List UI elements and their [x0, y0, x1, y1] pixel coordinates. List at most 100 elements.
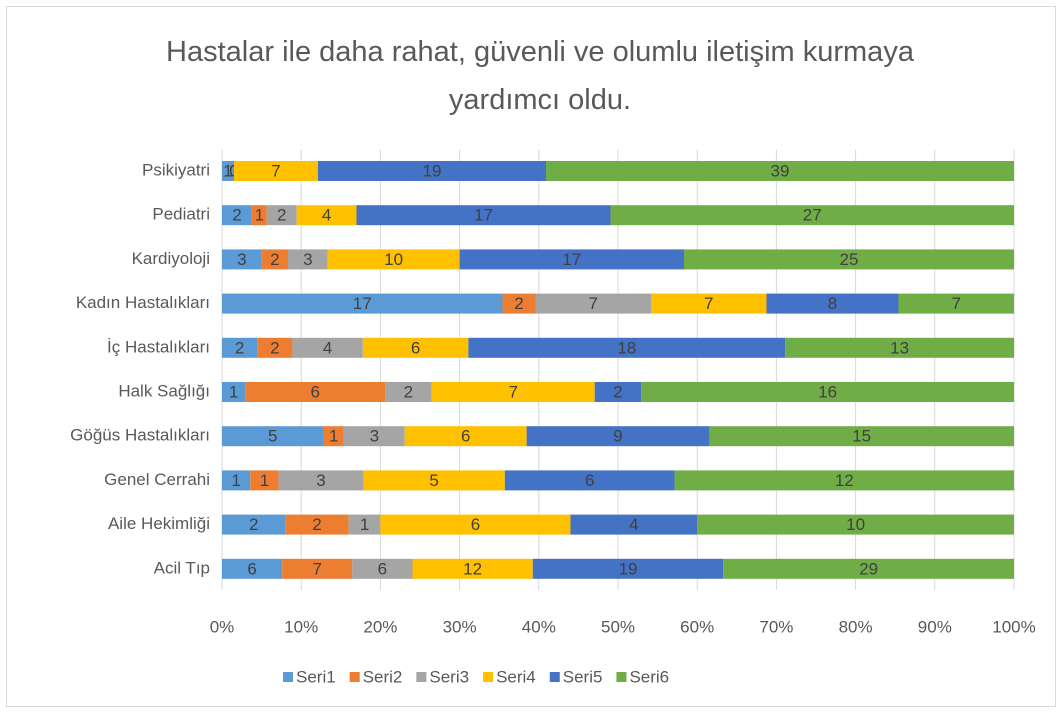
- data-label: 10: [384, 250, 403, 269]
- chart-border: [6, 6, 1056, 707]
- bar-segment: [296, 205, 357, 226]
- bar-segment: [323, 426, 344, 447]
- bar-segment: [570, 514, 698, 535]
- data-label: 2: [613, 382, 622, 401]
- legend-label: Seri1: [296, 667, 336, 686]
- bar-segment: [610, 205, 1014, 226]
- bar-segment: [234, 161, 318, 181]
- bar-segment: [348, 514, 381, 535]
- data-label: 15: [852, 427, 871, 446]
- bar-segment: [380, 514, 571, 535]
- data-label: 2: [312, 515, 321, 534]
- data-label: 29: [859, 559, 878, 578]
- data-label: 2: [249, 515, 258, 534]
- data-label: 6: [247, 559, 256, 578]
- legend-swatch: [483, 672, 494, 682]
- bar-segment: [257, 337, 293, 358]
- legend-swatch: [283, 672, 293, 682]
- data-label: 2: [270, 338, 279, 357]
- x-tick-label: 90%: [918, 617, 952, 636]
- bar-segment: [288, 249, 328, 270]
- x-tick-label: 30%: [443, 617, 477, 636]
- data-label: 6: [471, 515, 480, 534]
- bar-segment: [222, 161, 234, 181]
- legend-label: Seri6: [629, 667, 669, 686]
- data-label: 12: [835, 471, 854, 490]
- bar-segment: [546, 161, 1014, 181]
- y-tick-label: Halk Sağlığı: [118, 381, 210, 400]
- bar-segment: [266, 205, 297, 226]
- data-label: 19: [619, 559, 638, 578]
- legend-swatch: [616, 672, 627, 682]
- bar-segment: [785, 337, 1014, 358]
- bar-segment: [222, 382, 246, 402]
- bar-segment: [352, 558, 413, 579]
- bar-segment: [222, 558, 283, 579]
- bar-segment: [292, 337, 363, 358]
- bar-segment: [651, 293, 767, 314]
- x-tick-label: 70%: [759, 617, 793, 636]
- bar-segment: [697, 514, 1014, 535]
- data-label: 16: [818, 382, 837, 401]
- y-tick-label: Genel Cerrahi: [104, 470, 210, 489]
- bar-segment: [468, 337, 786, 358]
- bar-segment: [222, 514, 286, 535]
- bar-segment: [898, 293, 1014, 314]
- bar-segment: [222, 293, 503, 314]
- bar-segment: [250, 470, 279, 491]
- legend-swatch: [549, 672, 560, 682]
- data-label: 2: [277, 206, 286, 225]
- data-label: 2: [232, 206, 241, 225]
- data-label: 1: [255, 206, 264, 225]
- data-label: 2: [235, 338, 244, 357]
- bar-segment: [356, 205, 611, 226]
- data-label: 3: [303, 250, 312, 269]
- bar-segment: [363, 470, 505, 491]
- bar-segment: [278, 470, 364, 491]
- data-label: 1: [231, 471, 240, 490]
- y-tick-label: Aile Hekimliği: [108, 514, 210, 533]
- y-tick-label: Psikiyatri: [142, 160, 210, 179]
- data-label: 7: [271, 161, 280, 180]
- data-label: 4: [323, 338, 332, 357]
- data-label: 6: [411, 338, 420, 357]
- x-tick-label: 0%: [210, 617, 235, 636]
- bar-segment: [327, 249, 460, 270]
- x-tick-label: 10%: [284, 617, 318, 636]
- bar-segment: [282, 558, 353, 579]
- bar-segment: [222, 337, 258, 358]
- y-tick-label: Acil Tıp: [154, 558, 210, 577]
- data-label: 17: [353, 294, 372, 313]
- data-label: 2: [270, 250, 279, 269]
- x-tick-label: 20%: [363, 617, 397, 636]
- bar-segment: [222, 205, 252, 226]
- bar-segment: [594, 382, 642, 402]
- legend-label: Seri5: [563, 667, 603, 686]
- data-label: 25: [840, 250, 859, 269]
- legend-swatch: [416, 672, 427, 682]
- data-label: 8: [828, 294, 837, 313]
- data-label: 7: [952, 294, 961, 313]
- data-label: 5: [268, 427, 277, 446]
- bar-segment: [343, 426, 405, 447]
- data-label: 27: [803, 206, 822, 225]
- x-tick-label: 80%: [839, 617, 873, 636]
- data-label: 7: [508, 382, 517, 401]
- data-label: 1: [360, 515, 369, 534]
- bar-segment: [431, 382, 595, 402]
- bar-segment: [526, 426, 710, 447]
- legend-label: Seri3: [429, 667, 469, 686]
- y-tick-label: İç Hastalıkları: [107, 337, 210, 356]
- bar-segment: [251, 205, 267, 226]
- bar-segment: [318, 161, 546, 181]
- bar-segment: [674, 470, 1014, 491]
- data-label: 3: [370, 427, 379, 446]
- bar-segment: [362, 337, 469, 358]
- chart-title: Hastalar ile daha rahat, güvenli ve olum…: [166, 36, 914, 116]
- bar-segment: [222, 249, 262, 270]
- bar-segment: [245, 382, 386, 402]
- data-label: 6: [461, 427, 470, 446]
- data-label: 10: [846, 515, 865, 534]
